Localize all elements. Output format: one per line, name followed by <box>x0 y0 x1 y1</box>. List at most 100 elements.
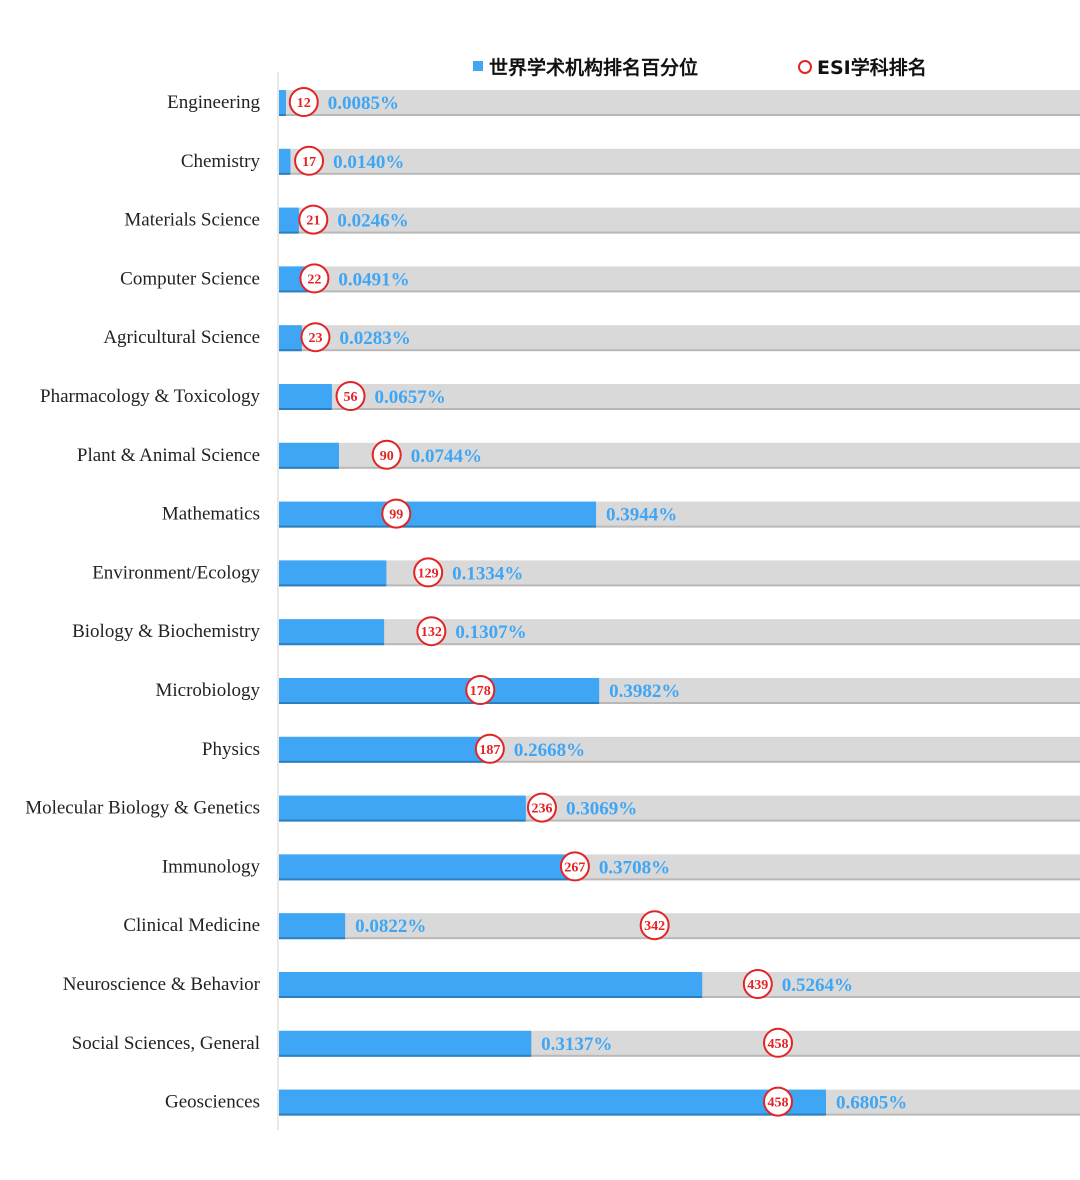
category-label: Geosciences <box>165 1092 260 1113</box>
esi-rank-marker <box>526 792 557 823</box>
category-label: Mathematics <box>162 504 260 525</box>
category-label: Immunology <box>162 856 261 877</box>
percentile-bar <box>279 207 299 232</box>
chart-row: Neuroscience & Behavior 439 0.5264% <box>63 969 1080 999</box>
bar-track <box>279 384 1080 408</box>
chart-row: Geosciences 458 0.6805% <box>165 1086 1080 1117</box>
percentile-bar <box>279 1030 532 1055</box>
chart-row: Computer Science 22 0.0491% <box>120 263 1080 294</box>
chart-row: Microbiology 178 0.3982% <box>156 675 1080 705</box>
category-label: Plant & Animal Science <box>77 445 260 466</box>
category-label: Engineering <box>167 92 260 113</box>
legend: 世界学术机构排名百分位 ESI学科排名 <box>473 56 927 79</box>
category-label: Materials Science <box>124 210 260 231</box>
category-label: Biology & Biochemistry <box>72 621 260 642</box>
esi-rank-label: 99 <box>389 508 403 523</box>
legend-square-marker <box>473 61 483 71</box>
bar-track <box>279 207 1080 232</box>
chart-row: Materials Science 21 0.0246% <box>124 204 1080 235</box>
esi-rank-marker <box>300 322 331 353</box>
bar-track <box>279 266 1080 291</box>
bar-track <box>279 325 1080 350</box>
esi-rank-label: 267 <box>564 860 585 875</box>
esi-rank-marker <box>288 87 319 117</box>
percentile-bar <box>279 90 286 114</box>
chart-row: Social Sciences, General 458 0.3137% <box>72 1027 1080 1058</box>
chart-row: Mathematics 99 0.3944% <box>162 498 1080 529</box>
category-label: Molecular Biology & Genetics <box>25 798 260 819</box>
chart-row: Molecular Biology & Genetics 236 0.3069% <box>25 792 1080 823</box>
percentile-value-label: 0.1307% <box>455 622 526 643</box>
esi-rank-marker <box>559 851 590 882</box>
chart-row: Environment/Ecology 129 0.1334% <box>92 557 1080 588</box>
chart-row: Clinical Medicine 342 0.0822% <box>123 910 1080 941</box>
esi-rank-label: 129 <box>418 566 439 581</box>
esi-rank-label: 236 <box>531 802 552 817</box>
esi-rank-marker <box>335 381 366 411</box>
esi-rank-marker <box>742 969 773 999</box>
percentile-value-label: 0.0822% <box>355 916 426 937</box>
percentile-bar <box>279 619 385 644</box>
bar-track <box>279 560 1080 585</box>
chart-row: Biology & Biochemistry 132 0.1307% <box>72 616 1080 647</box>
esi-rank-label: 90 <box>380 449 394 464</box>
legend-label-esi-rank: ESI学科排名 <box>817 56 927 79</box>
percentile-bar <box>279 678 600 702</box>
chart-row: Agricultural Science 23 0.0283% <box>103 322 1080 353</box>
percentile-value-label: 0.0246% <box>337 211 408 232</box>
esi-rank-label: 187 <box>479 743 500 758</box>
esi-rank-marker <box>381 498 412 529</box>
chart-row: Plant & Animal Science 90 0.0744% <box>77 439 1080 470</box>
percentile-value-label: 0.3944% <box>606 505 677 526</box>
chart-row: Chemistry 17 0.0140% <box>181 145 1080 176</box>
percentile-bar <box>279 795 526 820</box>
esi-rank-label: 17 <box>302 155 316 170</box>
percentile-bar <box>279 1089 826 1114</box>
percentile-value-label: 0.0657% <box>375 387 446 408</box>
esi-rank-label: 439 <box>747 978 768 993</box>
percentile-value-label: 0.3708% <box>599 857 670 878</box>
esi-rank-marker <box>371 439 402 470</box>
esi-rank-marker <box>298 204 329 235</box>
percentile-bar <box>279 560 387 585</box>
percentile-value-label: 0.5264% <box>782 975 853 996</box>
percentile-value-label: 0.0140% <box>333 152 404 173</box>
esi-rank-label: 458 <box>768 1037 789 1052</box>
category-label: Microbiology <box>156 680 261 701</box>
esi-rank-marker <box>763 1027 793 1058</box>
esi-rank-marker <box>299 263 330 294</box>
esi-rank-label: 178 <box>470 684 491 699</box>
category-label: Computer Science <box>120 268 260 289</box>
esi-rank-label: 132 <box>421 625 442 640</box>
percentile-value-label: 0.3137% <box>541 1034 612 1055</box>
percentile-value-label: 0.0744% <box>411 446 482 467</box>
percentile-value-label: 0.2668% <box>514 740 585 761</box>
esi-rank-label: 56 <box>344 390 358 405</box>
percentile-bar <box>279 501 597 526</box>
category-label: Neuroscience & Behavior <box>63 974 261 995</box>
chart-row: Physics 187 0.2668% <box>202 733 1080 764</box>
percentile-value-label: 0.0283% <box>339 328 410 349</box>
category-label: Chemistry <box>181 151 261 172</box>
esi-rank-marker <box>763 1086 793 1117</box>
category-label: Environment/Ecology <box>92 562 260 583</box>
legend-circle-marker <box>798 60 812 74</box>
percentile-bar <box>279 148 291 173</box>
esi-rank-label: 22 <box>307 272 321 287</box>
percentile-bar <box>279 972 703 996</box>
percentile-value-label: 0.0085% <box>328 93 399 114</box>
chart-row: Immunology 267 0.3708% <box>162 851 1080 882</box>
bar-track <box>279 442 1080 467</box>
esi-rank-label: 458 <box>768 1096 789 1111</box>
esi-rank-label: 342 <box>644 919 665 934</box>
percentile-bar <box>279 384 332 408</box>
esi-rank-marker <box>639 910 670 941</box>
percentile-value-label: 0.3069% <box>566 799 637 820</box>
percentile-bar <box>279 736 494 761</box>
esi-rank-marker <box>465 675 496 705</box>
chart-row: Engineering 12 0.0085% <box>167 87 1080 117</box>
chart-rows: Engineering 12 0.0085% Chemistry 17 0.0140% Ma… <box>25 87 1080 1117</box>
esi-rank-marker <box>416 616 447 647</box>
percentile-bar <box>279 325 302 350</box>
